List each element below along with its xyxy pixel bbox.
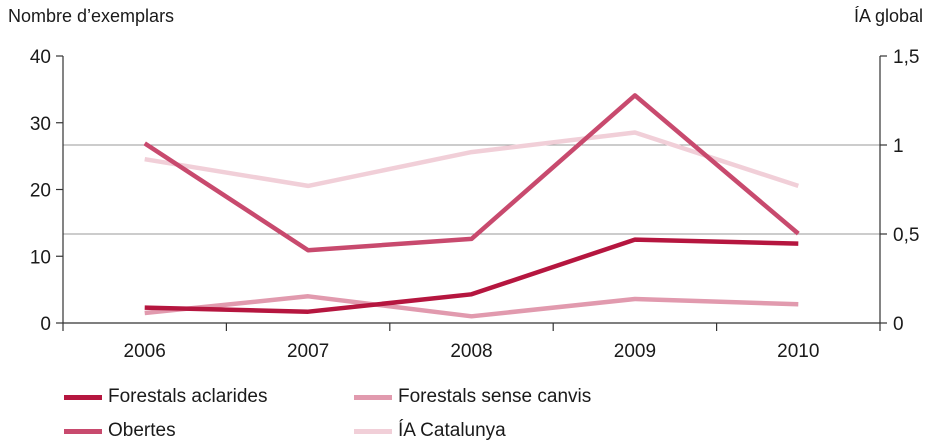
x-tick-label: 2010 [777, 341, 819, 362]
legend-item-forestals-sense-canvis: Forestals sense canvis [354, 386, 591, 408]
y-left-tick-label: 40 [30, 47, 51, 68]
legend-label-obertes: Obertes [108, 420, 176, 441]
axes [56, 55, 887, 331]
x-tick-label: 2007 [287, 341, 329, 362]
x-tick-label: 2006 [124, 341, 166, 362]
x-tick-label: 2008 [450, 341, 492, 362]
y-right-tick-label: 0,5 [893, 225, 919, 246]
grid-lines [63, 144, 880, 235]
legend-swatch-forestals-sense-canvis [354, 394, 392, 400]
y-right-tick-label: 1,5 [893, 47, 919, 68]
legend-label-ia-catalunya: ÍA Catalunya [398, 420, 506, 441]
y-right-tick-label: 1 [893, 136, 904, 157]
y-axis-right-title: ÍA global [853, 6, 923, 26]
legend-item-ia-catalunya: ÍA Catalunya [354, 420, 506, 442]
legend-swatch-obertes [64, 428, 102, 434]
series-line-obertes [143, 93, 800, 253]
y-left-tick-label: 0 [40, 314, 51, 335]
legend-swatch-ia-catalunya [354, 428, 392, 434]
series-lines [143, 93, 800, 319]
series-line-ia-catalunya [144, 130, 799, 189]
legend-item-forestals-aclarides: Forestals aclarides [64, 386, 267, 408]
legend-label-forestals-sense-canvis: Forestals sense canvis [398, 386, 592, 407]
legend-item-obertes: Obertes [64, 420, 176, 442]
y-left-tick-label: 30 [30, 114, 51, 135]
y-left-tick-label: 10 [30, 247, 51, 268]
series-line-forestals-sense-canvis [144, 294, 799, 319]
legend-label-forestals-aclarides: Forestals aclarides [108, 386, 268, 407]
y-right-tick-label: 0 [893, 314, 904, 335]
series-line-forestals-aclarides [144, 237, 799, 314]
y-axis-left-title: Nombre d’exemplars [8, 6, 175, 26]
x-tick-label: 2009 [614, 341, 656, 362]
tick-labels: 0 10 20 30 40 0 0,5 1 1,5 2006 2007 2008 2009 2010 [30, 47, 920, 362]
legend-swatch-forestals-aclarides [64, 394, 102, 400]
y-left-tick-label: 20 [30, 181, 51, 202]
